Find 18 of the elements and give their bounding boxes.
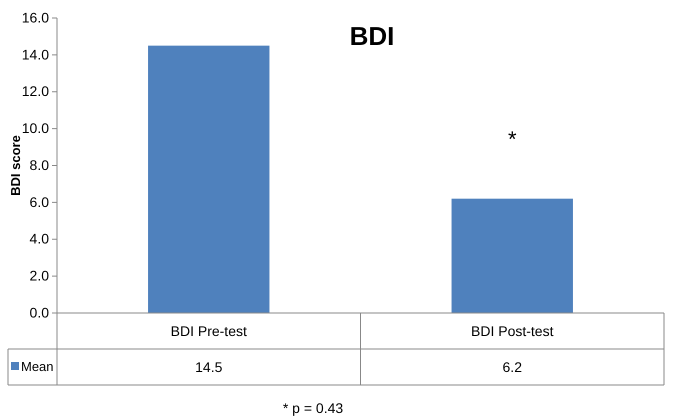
y-tick-label: 0.0	[30, 304, 50, 320]
data-label: 14.5	[195, 359, 223, 375]
y-tick-label: 16.0	[22, 9, 50, 26]
y-tick-label: 14.0	[22, 46, 50, 62]
chart-title: BDI	[350, 21, 394, 51]
legend-label: Mean	[21, 359, 54, 374]
y-tick-label: 6.0	[30, 194, 50, 210]
x-tick-label: BDI Pre-test	[170, 323, 247, 339]
data-label: 6.2	[502, 359, 522, 375]
y-tick-label: 10.0	[22, 120, 50, 136]
x-tick-label: BDI Post-test	[471, 323, 554, 339]
annotation: *	[508, 126, 517, 152]
y-tick-label: 2.0	[30, 268, 50, 284]
y-axis-title: BDI score	[8, 135, 23, 196]
y-tick-label: 4.0	[30, 230, 50, 247]
y-tick-label: 12.0	[22, 83, 50, 100]
y-tick-label: 8.0	[30, 156, 50, 173]
text: * p = 0.43	[282, 400, 344, 416]
